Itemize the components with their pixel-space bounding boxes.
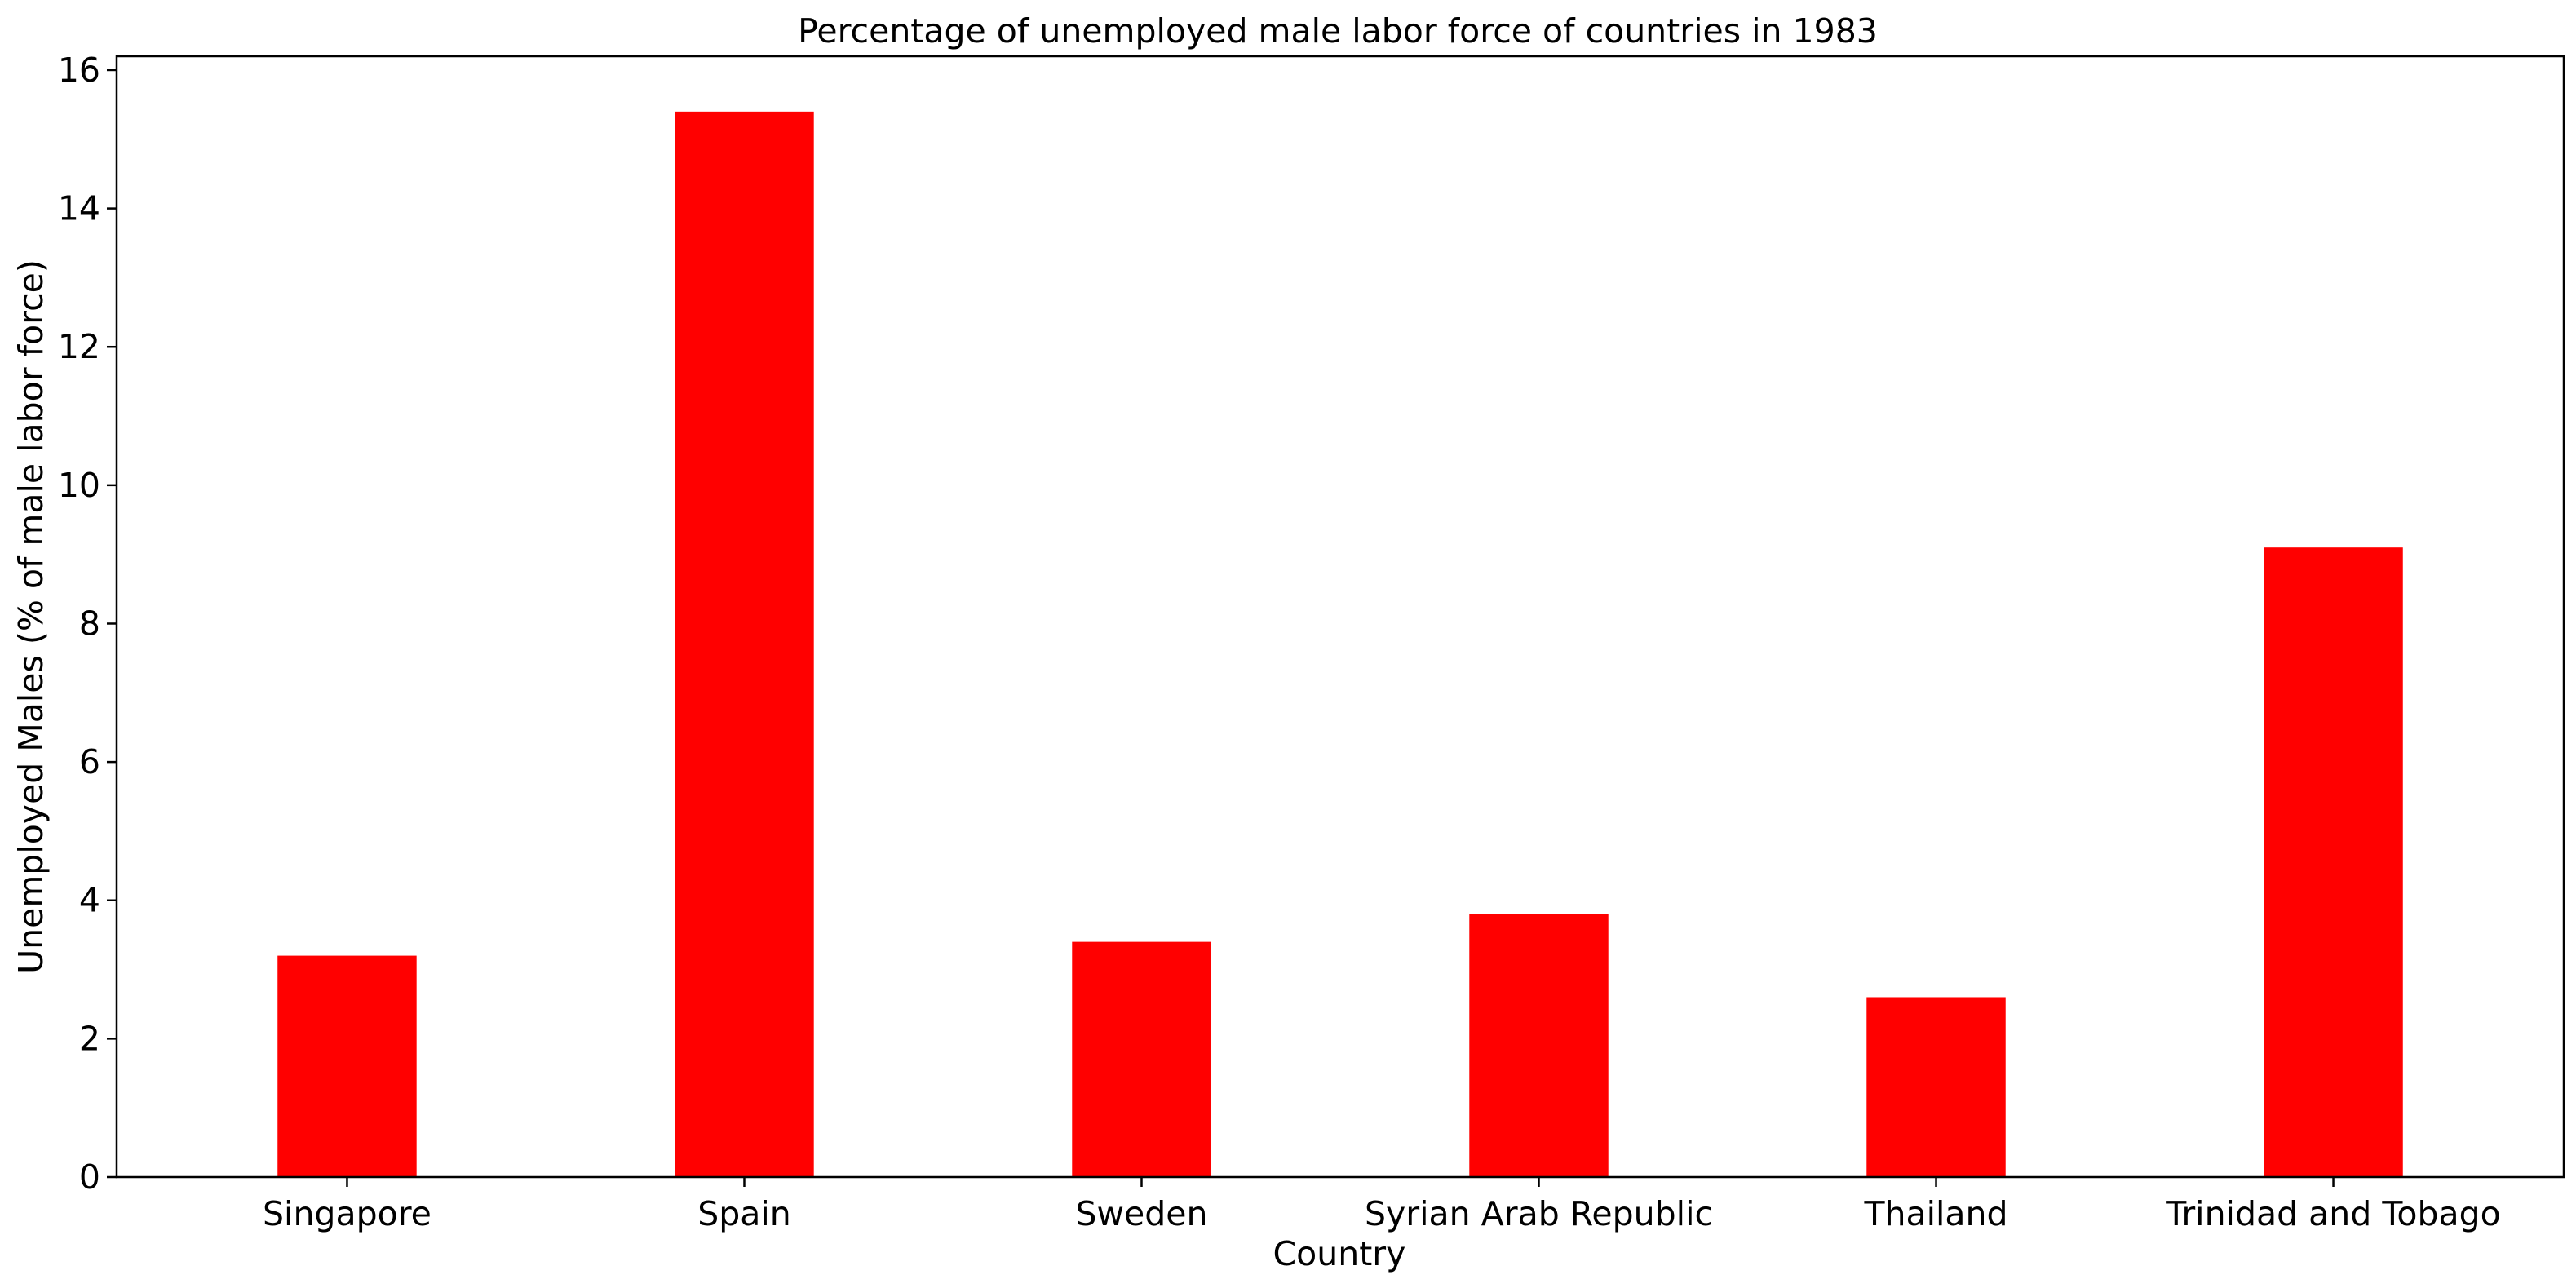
y-tick-label: 12 [58,327,100,366]
bar-trinidad-and-tobago [2264,547,2403,1177]
y-tick-label: 10 [58,466,100,505]
y-axis-ticks: 0 2 4 6 8 10 12 14 16 [58,51,117,1197]
y-tick-label: 16 [58,51,100,90]
y-tick-label: 2 [79,1019,100,1058]
y-axis-label: Unemployed Males (% of male labor force) [11,259,51,974]
x-tick-label: Trinidad and Tobago [2165,1194,2500,1233]
bar-singapore [277,955,417,1177]
x-tick-label: Singapore [263,1194,432,1233]
bar-sweden [1072,941,1211,1177]
y-tick-label: 0 [79,1157,100,1197]
y-tick-label: 14 [58,189,100,228]
y-tick-label: 4 [79,881,100,920]
bar-thailand [1866,997,2006,1177]
x-tick-label: Spain [697,1194,791,1233]
chart-title: Percentage of unemployed male labor forc… [798,11,1878,51]
y-tick-label: 6 [79,742,100,781]
bar-spain [675,111,814,1178]
bars [277,111,2403,1178]
x-axis-label: Country [1273,1234,1406,1273]
x-axis-ticks: Singapore Spain Sweden Syrian Arab Republic… [263,1177,2501,1233]
bar-syrian-arab-republic [1469,914,1609,1177]
y-tick-label: 8 [79,604,100,643]
x-tick-label: Thailand [1863,1194,2007,1233]
x-tick-label: Sweden [1075,1194,1207,1233]
plot-frame [115,55,2565,1179]
x-tick-label: Syrian Arab Republic [1365,1194,1713,1233]
